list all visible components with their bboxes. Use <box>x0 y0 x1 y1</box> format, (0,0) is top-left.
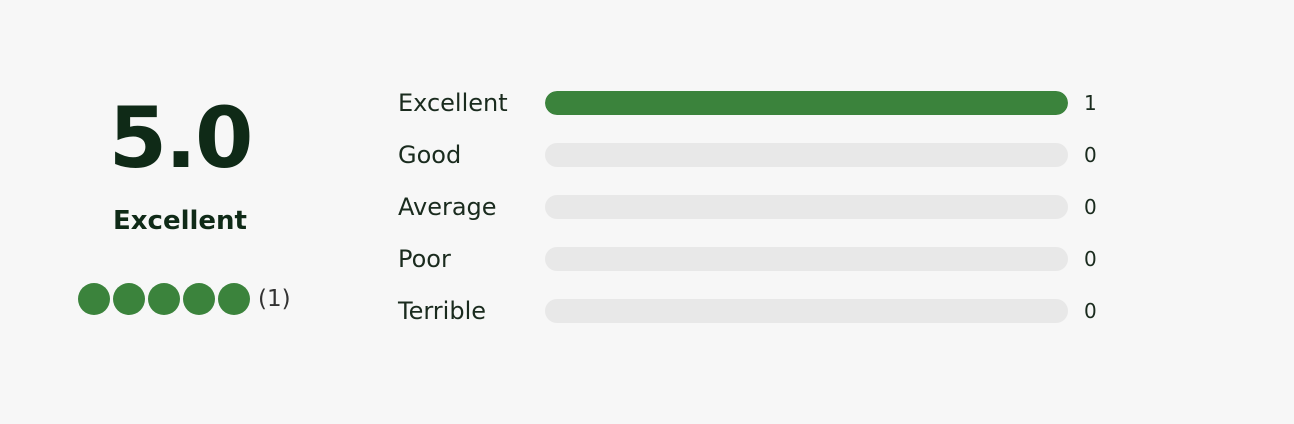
bar-track <box>545 299 1068 323</box>
row-label: Excellent <box>398 89 508 117</box>
row-label: Poor <box>398 245 451 273</box>
bar-track <box>545 91 1068 115</box>
bar-track <box>545 195 1068 219</box>
rating-bubble <box>183 283 215 315</box>
score: 5.0 <box>108 89 254 187</box>
rating-bubble <box>113 283 145 315</box>
rating-bubble <box>78 283 110 315</box>
score-label: Excellent <box>113 206 247 236</box>
row-label: Average <box>398 193 497 221</box>
row-count: 0 <box>1084 299 1097 323</box>
rating-bubble <box>218 283 250 315</box>
row-count: 0 <box>1084 143 1097 167</box>
bar-track <box>545 247 1068 271</box>
row-count: 0 <box>1084 247 1097 271</box>
rating-bubble <box>148 283 180 315</box>
row-count: 0 <box>1084 195 1097 219</box>
row-label: Terrible <box>398 297 486 325</box>
row-label: Good <box>398 141 462 169</box>
review-count: (1) <box>258 286 291 312</box>
rating-bubbles <box>78 283 250 316</box>
bar <box>545 91 1068 115</box>
bar-track <box>545 143 1068 167</box>
row-count: 1 <box>1084 91 1097 115</box>
